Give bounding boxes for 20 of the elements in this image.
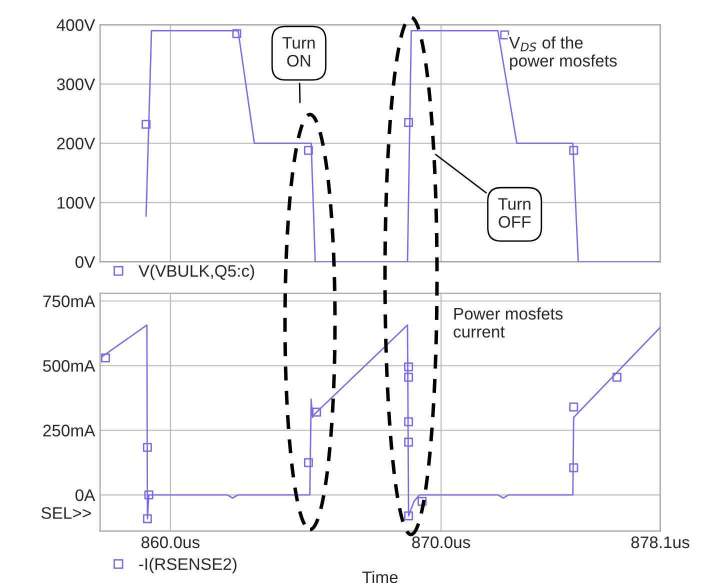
- legend-label: -I(RSENSE2): [139, 558, 236, 574]
- y-tick-label: 300V: [56, 78, 96, 90]
- text: SEL>>: [41, 507, 91, 519]
- y-tick-label: 250mA: [43, 424, 96, 436]
- annotation: Turn OFF: [498, 198, 531, 228]
- y-tick-label: 100V: [58, 196, 96, 209]
- x-tick-label: 870.0us: [412, 536, 470, 548]
- legend-label: V(VBULK,Q5:c): [138, 264, 254, 280]
- y-tick-label: 500mA: [43, 360, 96, 372]
- y-tick-label: 0V: [75, 256, 96, 268]
- x-tick-label: 860.0us: [142, 536, 200, 548]
- x-axis-title: Time: [362, 570, 398, 583]
- x-tick-label: 878.1us: [631, 536, 690, 548]
- y-tick-label: 200V: [57, 138, 96, 150]
- annotation: Turn ON: [282, 37, 315, 67]
- annotation: V$_{DS}$ of the power mosfets: [509, 36, 617, 70]
- y-tick-label: 750mA: [43, 295, 96, 308]
- annotation: Power mosfets current: [454, 307, 563, 338]
- y-tick-label: 400V: [56, 19, 96, 31]
- y-tick-label: 0A: [75, 489, 96, 502]
